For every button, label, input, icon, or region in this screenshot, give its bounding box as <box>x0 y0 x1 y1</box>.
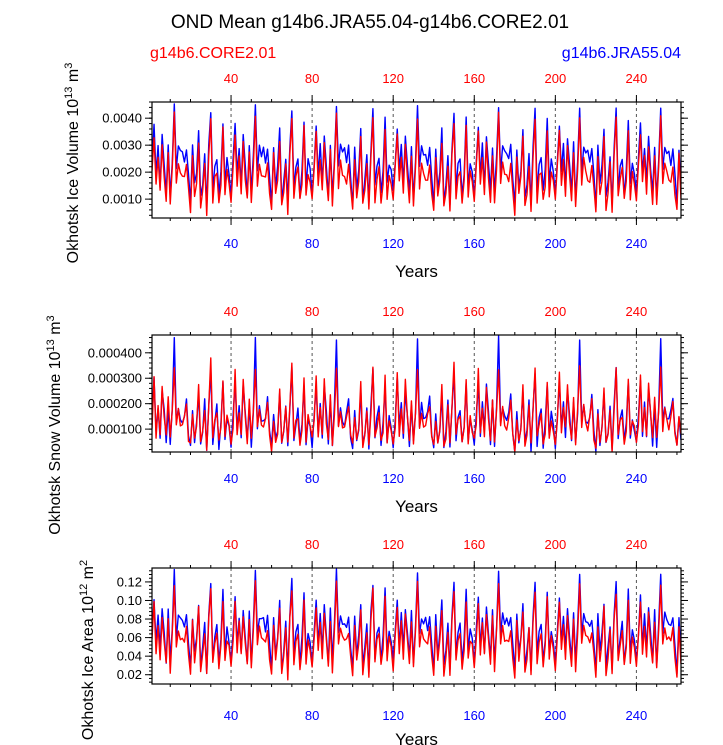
x-tick-label-top: 120 <box>382 71 404 86</box>
x-tick-label-top: 160 <box>463 304 485 319</box>
x-tick-label-top: 40 <box>224 537 238 552</box>
x-tick-label-bottom: 120 <box>382 708 404 723</box>
y-tick-label: 0.04 <box>117 649 142 664</box>
y-axis-label: Okhotsk Ice Volume 1013 m3 <box>63 63 82 264</box>
x-tick-label-bottom: 80 <box>305 471 319 486</box>
x-tick-label-bottom: 200 <box>544 471 566 486</box>
x-tick-label-top: 120 <box>382 304 404 319</box>
series-line-core <box>152 111 681 217</box>
x-axis-label: Years <box>395 262 438 281</box>
y-axis-label: Okhotsk Ice Area 1012 m2 <box>78 560 97 740</box>
series-line-core <box>152 580 681 681</box>
y-tick-label: 0.000200 <box>88 396 142 411</box>
y-tick-label: 0.000400 <box>88 345 142 360</box>
x-tick-label-top: 80 <box>305 537 319 552</box>
y-tick-label: 0.12 <box>117 574 142 589</box>
y-tick-label: 0.0010 <box>102 192 142 207</box>
x-tick-label-bottom: 200 <box>544 236 566 251</box>
y-tick-label: 0.000300 <box>88 371 142 386</box>
y-tick-label: 0.06 <box>117 630 142 645</box>
x-tick-label-bottom: 160 <box>463 471 485 486</box>
x-tick-label-bottom: 160 <box>463 236 485 251</box>
x-tick-label-top: 240 <box>626 71 648 86</box>
x-axis-label: Years <box>395 497 438 516</box>
x-tick-label-bottom: 40 <box>224 471 238 486</box>
y-tick-label: 0.02 <box>117 667 142 682</box>
y-tick-label: 0.08 <box>117 612 142 627</box>
x-tick-label-top: 120 <box>382 537 404 552</box>
y-tick-label: 0.0020 <box>102 165 142 180</box>
x-tick-label-bottom: 40 <box>224 236 238 251</box>
panels: 40 40 80 80 120 120 160 160 200 200 240 240 0.0010 0.… <box>45 63 688 745</box>
series-line-core <box>152 357 681 452</box>
legend-jra: g14b6.JRA55.04 <box>562 45 681 62</box>
x-tick-label-top: 200 <box>544 537 566 552</box>
x-tick-label-top: 200 <box>544 304 566 319</box>
x-tick-label-top: 240 <box>626 304 648 319</box>
x-tick-label-top: 240 <box>626 537 648 552</box>
x-tick-label-bottom: 80 <box>305 236 319 251</box>
x-axis-label: Years <box>395 730 438 745</box>
y-tick-label: 0.10 <box>117 593 142 608</box>
y-tick-label: 0.0030 <box>102 138 142 153</box>
chart-title: OND Mean g14b6.JRA55.04-g14b6.CORE2.01 <box>171 12 569 33</box>
x-tick-label-top: 80 <box>305 304 319 319</box>
x-tick-label-bottom: 120 <box>382 236 404 251</box>
x-tick-label-bottom: 240 <box>626 471 648 486</box>
panel-snow-volume: 40 40 80 80 120 120 160 160 200 200 240 240 0.000100… <box>45 304 688 535</box>
panel-ice-area: 40 40 80 80 120 120 160 160 200 200 240 240 0.02 0.04… <box>78 537 688 745</box>
x-tick-label-bottom: 40 <box>224 708 238 723</box>
x-tick-label-top: 160 <box>463 537 485 552</box>
x-tick-label-top: 160 <box>463 71 485 86</box>
x-tick-label-top: 40 <box>224 304 238 319</box>
x-tick-label-bottom: 240 <box>626 708 648 723</box>
x-tick-label-top: 200 <box>544 71 566 86</box>
y-tick-label: 0.000100 <box>88 422 142 437</box>
legend-core: g14b6.CORE2.01 <box>150 45 276 62</box>
plot-frame <box>151 101 682 219</box>
x-tick-label-top: 80 <box>305 71 319 86</box>
x-tick-label-bottom: 120 <box>382 471 404 486</box>
y-axis-label: Okhotsk Snow Volume 1013 m3 <box>45 315 64 534</box>
x-tick-label-bottom: 160 <box>463 708 485 723</box>
y-tick-label: 0.0040 <box>102 111 142 126</box>
x-tick-label-bottom: 200 <box>544 708 566 723</box>
x-tick-label-bottom: 80 <box>305 708 319 723</box>
x-tick-label-bottom: 240 <box>626 236 648 251</box>
x-tick-label-top: 40 <box>224 71 238 86</box>
panel-ice-volume: 40 40 80 80 120 120 160 160 200 200 240 240 0.0010 0.… <box>63 63 688 281</box>
